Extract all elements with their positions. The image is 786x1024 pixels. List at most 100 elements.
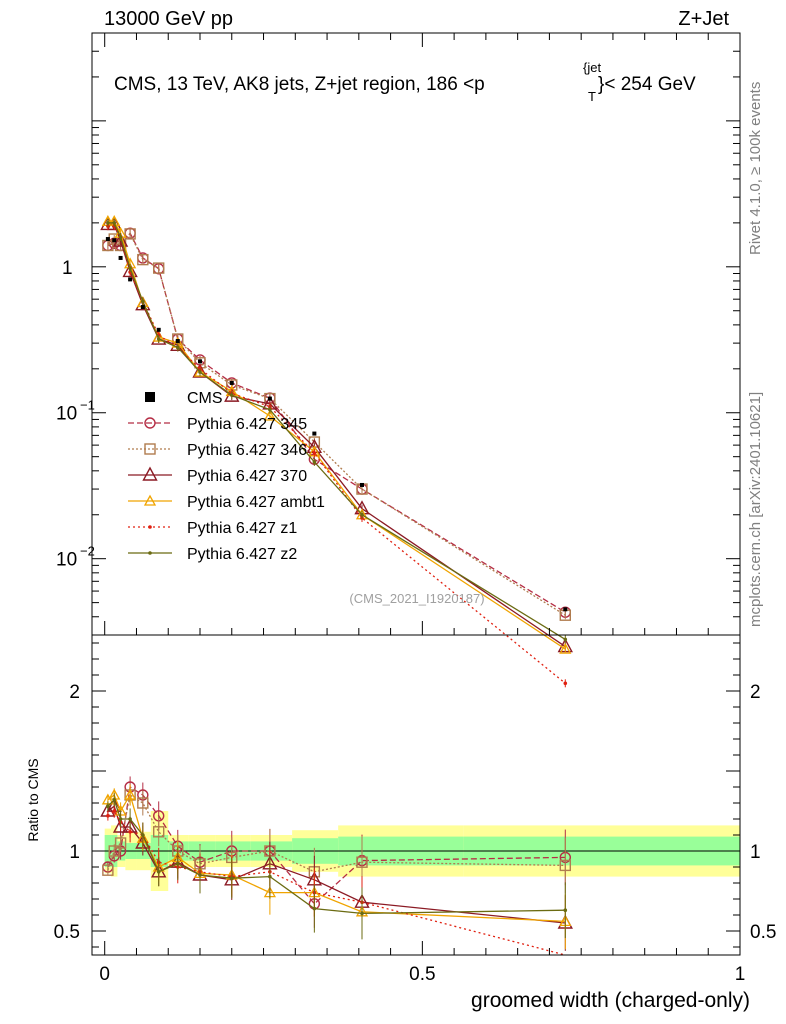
legend-label: Pythia 6.427 ambt1	[187, 494, 325, 511]
cms-data-point	[156, 327, 161, 332]
series-point	[563, 681, 568, 686]
plot-title-end: }< 254 GeV	[598, 74, 696, 95]
series-point	[128, 266, 132, 270]
legend-label: Pythia 6.427 345	[187, 416, 307, 433]
header-left: 13000 GeV pp	[104, 8, 233, 30]
x-tick-label: 1	[735, 964, 746, 985]
ratio-y-tick-label-right: 0.5	[750, 922, 776, 943]
ratio-point	[141, 833, 145, 837]
legend-marker	[145, 392, 155, 402]
series-point	[312, 460, 317, 464]
legend-marker	[148, 551, 152, 555]
analysis-id: (CMS_2021_I1920187)	[349, 591, 484, 606]
series-point	[122, 262, 138, 278]
ratio-point	[108, 845, 120, 857]
cms-data-point	[118, 255, 123, 260]
legend: CMS Pythia 6.427 345 Pythia 6.427 346 Pythi…	[128, 390, 325, 563]
ratio-point	[124, 788, 137, 800]
series-point	[118, 235, 123, 239]
cms-data-point	[267, 396, 272, 401]
legend-label: Pythia 6.427 z1	[187, 520, 297, 537]
series-point	[106, 221, 110, 225]
ratio-point	[268, 874, 272, 879]
series-point	[263, 409, 276, 421]
series-line-2	[107, 223, 566, 648]
y-tick-exponent: −1	[80, 398, 95, 413]
cms-data-point	[112, 238, 117, 243]
ratio-point	[175, 862, 180, 866]
ratio-point	[229, 876, 234, 880]
series-line-4	[107, 225, 566, 684]
side-label-bottom: mcplots.cern.ch [arXiv:2401.10621]	[747, 392, 764, 627]
series-layer	[100, 214, 573, 688]
ratio-y-tick-label-right: 2	[750, 682, 761, 703]
ratio-point	[559, 859, 571, 872]
y-axis-label-ratio: Ratio to CMS	[25, 758, 41, 841]
plot-title-superscript: {jet	[583, 60, 601, 75]
series-point	[563, 637, 568, 642]
ratio-layer	[100, 776, 573, 956]
cms-data-point	[360, 482, 364, 487]
ratio-point	[128, 817, 132, 821]
ratio-point	[153, 826, 165, 838]
ratio-panel-frame	[91, 634, 741, 956]
series-point	[559, 642, 572, 654]
x-axis-label: groomed width (charged-only)	[471, 989, 750, 1012]
cms-data-point	[198, 359, 202, 364]
uncertainty-bands	[92, 811, 740, 891]
cms-data-point	[229, 380, 234, 385]
ratio-point	[137, 797, 149, 809]
legend-marker	[144, 417, 156, 429]
ratio-point	[312, 906, 317, 911]
series-point	[175, 345, 180, 350]
ratio-point	[118, 817, 123, 821]
ratio-point	[112, 809, 117, 813]
series-point	[312, 451, 317, 455]
ratio-y-tick-label-left: 0.5	[54, 922, 80, 943]
ratio-point	[198, 873, 202, 877]
side-label-top: Rivet 4.1.0, ≥ 100k events	[747, 82, 764, 255]
plot-title: CMS, 13 TeV, AK8 jets, Z+jet region, 186…	[114, 74, 485, 95]
data-points	[105, 237, 568, 612]
ratio-y-tick-label-right: 1	[750, 842, 761, 863]
series-point	[124, 228, 136, 240]
y-tick-exponent: −2	[80, 544, 95, 559]
series-point	[112, 232, 129, 247]
y-tick-label: 10	[56, 550, 77, 571]
legend-marker	[144, 443, 156, 455]
ratio-point	[102, 864, 114, 876]
cms-data-point	[128, 277, 133, 282]
legend-marker	[148, 525, 152, 529]
series-point	[156, 337, 161, 341]
cms-data-point	[563, 607, 568, 612]
series-point	[198, 370, 202, 374]
ratio-point	[356, 856, 368, 868]
cms-data-point	[140, 305, 145, 310]
ratio-point	[128, 830, 132, 834]
series-line-0	[107, 231, 566, 613]
ratio-point	[563, 908, 568, 912]
cms-data-point	[105, 237, 110, 242]
y-tick-label: 10	[56, 404, 77, 425]
series-line-5	[107, 222, 566, 640]
x-tick-label: 0	[99, 964, 110, 985]
legend-marker	[142, 466, 158, 481]
cms-data-point	[175, 339, 180, 344]
legend-marker	[143, 494, 157, 506]
series-point	[192, 363, 208, 378]
legend-label: CMS	[187, 390, 223, 407]
y-tick-label: 1	[62, 258, 73, 279]
ratio-point	[360, 911, 364, 916]
series-line-3	[107, 220, 566, 650]
ratio-point	[106, 814, 110, 818]
cms-data-point	[312, 431, 317, 436]
series-point	[268, 407, 272, 412]
plot-title-subscript: T	[588, 89, 596, 104]
legend-label: Pythia 6.427 z2	[187, 546, 297, 563]
x-tick-label: 0.5	[409, 964, 435, 985]
ratio-point	[114, 837, 127, 849]
ratio-y-tick-label-left: 2	[69, 682, 80, 703]
header-right: Z+Jet	[678, 8, 729, 30]
